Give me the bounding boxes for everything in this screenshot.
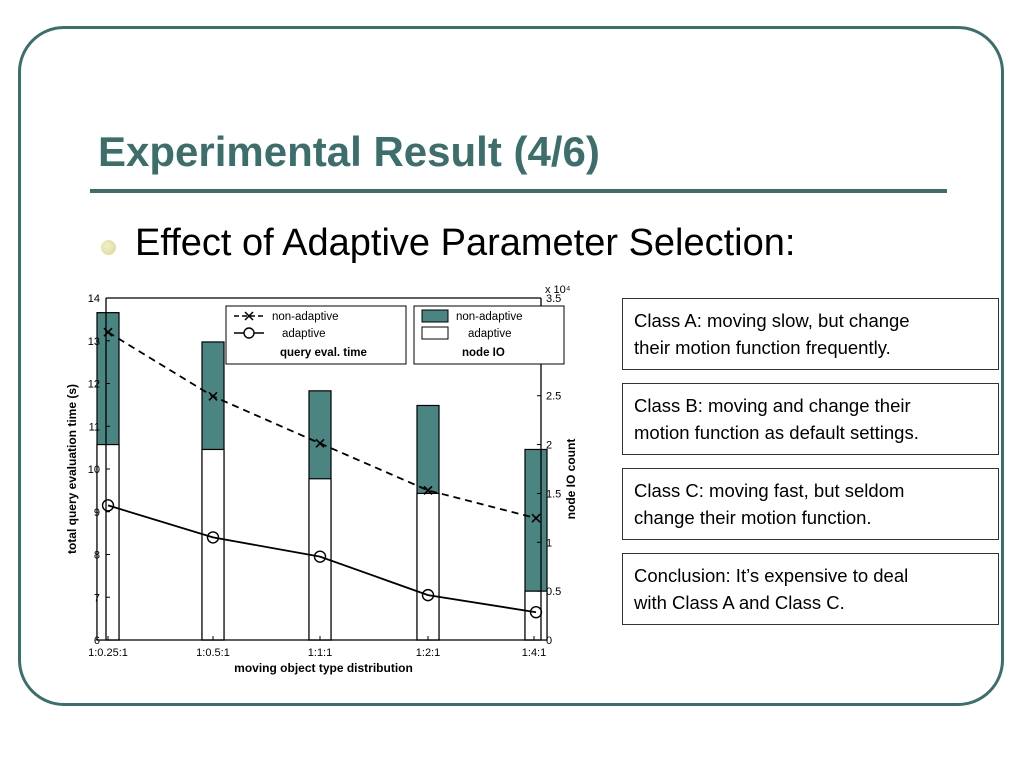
y-tick-label: 6 [94,635,100,647]
y-tick-label: 10 [88,464,100,476]
y2-multiplier-label: x 10⁴ [545,284,571,296]
note-line: Conclusion: It’s expensive to deal [634,565,909,586]
point-adaptive [206,531,220,544]
point-adaptive [529,606,543,619]
note-line: Class B: moving and change their [634,395,911,416]
y2-tick-label: 2.5 [546,391,561,403]
x-tick-label: 1:4:1 [522,647,546,659]
y-tick-label: 8 [94,550,100,562]
note-line: motion function as default settings. [634,422,919,443]
point-non-adaptive [103,327,113,337]
bullet-dot-icon [101,240,116,255]
note-line: Class C: moving fast, but seldom [634,480,905,501]
y2-tick-label: 3.5 [546,293,561,305]
point-adaptive [313,550,327,563]
y-tick-label: 14 [88,293,100,305]
y-tick-label: 12 [88,379,100,391]
y2-tick-label: 2 [546,440,552,452]
point-non-adaptive [208,391,218,401]
y-tick-label: 13 [88,336,100,348]
x-tick-label: 1:2:1 [416,647,440,659]
point-non-adaptive [531,513,541,523]
legend-o-marker-icon [243,327,255,339]
bullet-text: Effect of Adaptive Parameter Selection: [135,222,796,264]
slide-title: Experimental Result (4/6) [98,128,600,175]
x-tick-label: 1:1:1 [308,647,332,659]
note-line: change their motion function. [634,507,872,528]
note-class-a: Class A: moving slow, but change their m… [622,298,999,370]
legend-entry: non-adaptive [456,311,523,323]
chart-area: 6789101112131400.511.522.533.51:0.25:11:… [58,282,593,682]
bar-adaptive [201,448,225,641]
x-axis-label: moving object type distribution [234,661,413,675]
y-tick-label: 11 [89,421,100,433]
legend-entry: non-adaptive [272,311,339,323]
y2-tick-label: 0 [546,635,552,647]
legend-entry: adaptive [468,328,511,340]
note-conclusion: Conclusion: It’s expensive to deal with … [622,553,999,625]
point-adaptive [101,499,115,512]
y-axis-label: total query evaluation time (s) [65,384,79,554]
note-line: with Class A and Class C. [634,592,845,613]
y-tick-label: 7 [94,592,100,604]
note-class-c: Class C: moving fast, but seldom change … [622,468,999,540]
x-tick-label: 1:0.25:1 [88,647,128,659]
y2-tick-label: 1 [546,537,552,549]
legend-bar-swatch [421,309,449,323]
bar-adaptive [416,492,440,641]
y2-tick-label: 0.5 [546,586,561,598]
y2-tick-label: 1.5 [546,488,561,500]
legend-caption: query eval. time [280,347,367,359]
chart-svg: 6789101112131400.511.522.533.51:0.25:11:… [65,284,578,675]
legend-entry: adaptive [282,328,325,340]
title-divider [90,189,947,193]
legend-bar-swatch [421,326,449,340]
x-tick-label: 1:0.5:1 [196,647,230,659]
point-adaptive [421,588,435,602]
slide-frame [18,26,1004,706]
legend-lines-box [225,305,407,365]
bar-adaptive [524,590,548,641]
point-non-adaptive [315,438,325,448]
note-line: Class A: moving slow, but change [634,310,910,331]
point-non-adaptive [423,485,433,495]
note-class-b: Class B: moving and change their motion … [622,383,999,455]
legend-caption: node IO [462,347,505,359]
bar-adaptive [96,443,120,641]
legend-x-marker-icon [244,311,254,321]
y2-axis-label: node IO count [564,439,578,520]
line-adaptive [107,504,537,614]
note-line: their motion function frequently. [634,337,891,358]
y-tick-label: 9 [94,507,100,519]
